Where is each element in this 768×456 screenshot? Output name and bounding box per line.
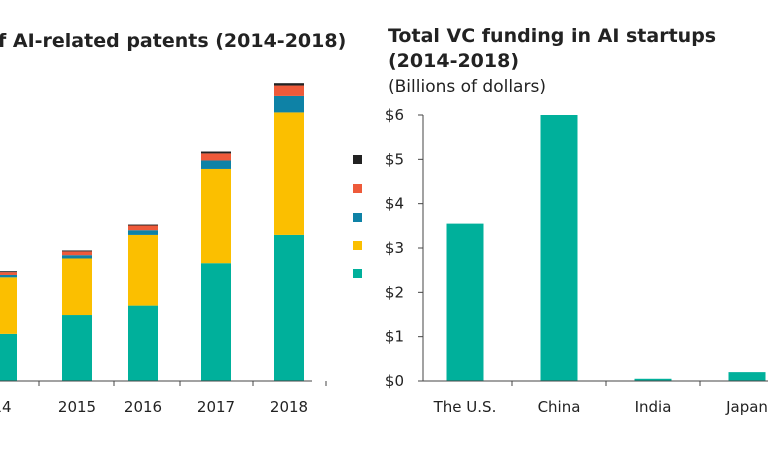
- patents-chart-title: f AI-related patents (2014-2018): [0, 30, 346, 52]
- patent-bar-segment-2016-0: [128, 305, 158, 381]
- vc-y-tick-label: $5: [385, 150, 404, 168]
- patent-bar-segment-14-1: [0, 277, 17, 334]
- vc-funding-bar-chart: Total VC funding in AI startups (2014-20…: [385, 25, 768, 416]
- vc-bars: [446, 115, 766, 381]
- patent-bar-segment-2015-4: [62, 250, 92, 252]
- patent-bar-segment-2015-1: [62, 258, 92, 316]
- vc-y-tick-label: $0: [385, 372, 404, 390]
- vc-y-tick-label: $4: [385, 195, 404, 213]
- vc-bar-japan: [728, 372, 766, 381]
- vc-chart-subtitle: (Billions of dollars): [388, 77, 546, 97]
- vc-y-tick-label: $1: [385, 328, 404, 346]
- patent-bar-segment-2017-2: [201, 160, 231, 169]
- patent-bar-segment-14-2: [0, 274, 17, 278]
- patents-x-tick-2016: 2016: [124, 398, 162, 416]
- vc-y-tick-label: $2: [385, 283, 404, 301]
- vc-x-tick-labels: The U.S. China India Japan: [433, 381, 768, 416]
- patent-bar-segment-14-4: [0, 271, 17, 273]
- vc-y-axis: $0 $1 $2 $3 $4 $5 $6: [385, 106, 423, 390]
- patents-stacked-bar-chart: f AI-related patents (2014-2018) 14 2015 2…: [0, 30, 362, 416]
- patent-bar-segment-2017-0: [201, 263, 231, 381]
- patent-bar-segment-2015-3: [62, 251, 92, 256]
- patents-legend: [353, 155, 362, 278]
- patent-bar-segment-2015-0: [62, 315, 92, 381]
- vc-y-tick-label: $3: [385, 239, 404, 257]
- patent-bar-segment-2017-1: [201, 168, 231, 264]
- vc-chart-title-years: (2014-2018): [388, 50, 519, 72]
- vc-y-tick-label: $6: [385, 106, 404, 124]
- patent-bar-segment-2018-3: [274, 85, 304, 96]
- vc-chart-title: Total VC funding in AI startups: [388, 25, 716, 47]
- patents-legend-swatch-4: [353, 269, 362, 278]
- patent-bar-segment-2016-1: [128, 234, 158, 306]
- patent-bar-segment-14-3: [0, 272, 17, 275]
- vc-x-tick-india: India: [635, 398, 672, 416]
- patent-bar-segment-2018-1: [274, 112, 304, 235]
- patents-x-tick-2015: 2015: [58, 398, 96, 416]
- vc-x-tick-japan: Japan: [725, 398, 768, 416]
- patent-bar-segment-2018-2: [274, 95, 304, 113]
- patent-bar-segment-2016-3: [128, 225, 158, 231]
- patents-legend-swatch-1: [353, 184, 362, 193]
- patent-bar-segment-2016-4: [128, 224, 158, 226]
- patents-x-tick-2017: 2017: [197, 398, 235, 416]
- vc-bar-china: [540, 115, 578, 381]
- patents-legend-swatch-2: [353, 213, 362, 222]
- patents-legend-swatch-0: [353, 155, 362, 164]
- patents-x-tick-labels: 14 2015 2016 2017 2018: [0, 381, 327, 416]
- patent-bar-segment-2017-4: [201, 151, 231, 154]
- vc-x-tick-theus: The U.S.: [433, 398, 497, 416]
- vc-bar-theus: [446, 223, 484, 381]
- patent-bar-segment-2018-4: [274, 83, 304, 86]
- vc-x-tick-china: China: [538, 398, 581, 416]
- patent-bar-segment-2016-2: [128, 230, 158, 235]
- patents-x-tick-2018: 2018: [270, 398, 308, 416]
- patent-bar-segment-14-0: [0, 333, 17, 381]
- patents-bars: [0, 83, 304, 381]
- patents-legend-swatch-3: [353, 241, 362, 250]
- patent-bar-segment-2017-3: [201, 153, 231, 161]
- patents-x-tick-14: 14: [0, 398, 12, 416]
- patent-bar-segment-2015-2: [62, 255, 92, 259]
- patent-bar-segment-2018-0: [274, 234, 304, 381]
- vc-bar-india: [634, 378, 672, 381]
